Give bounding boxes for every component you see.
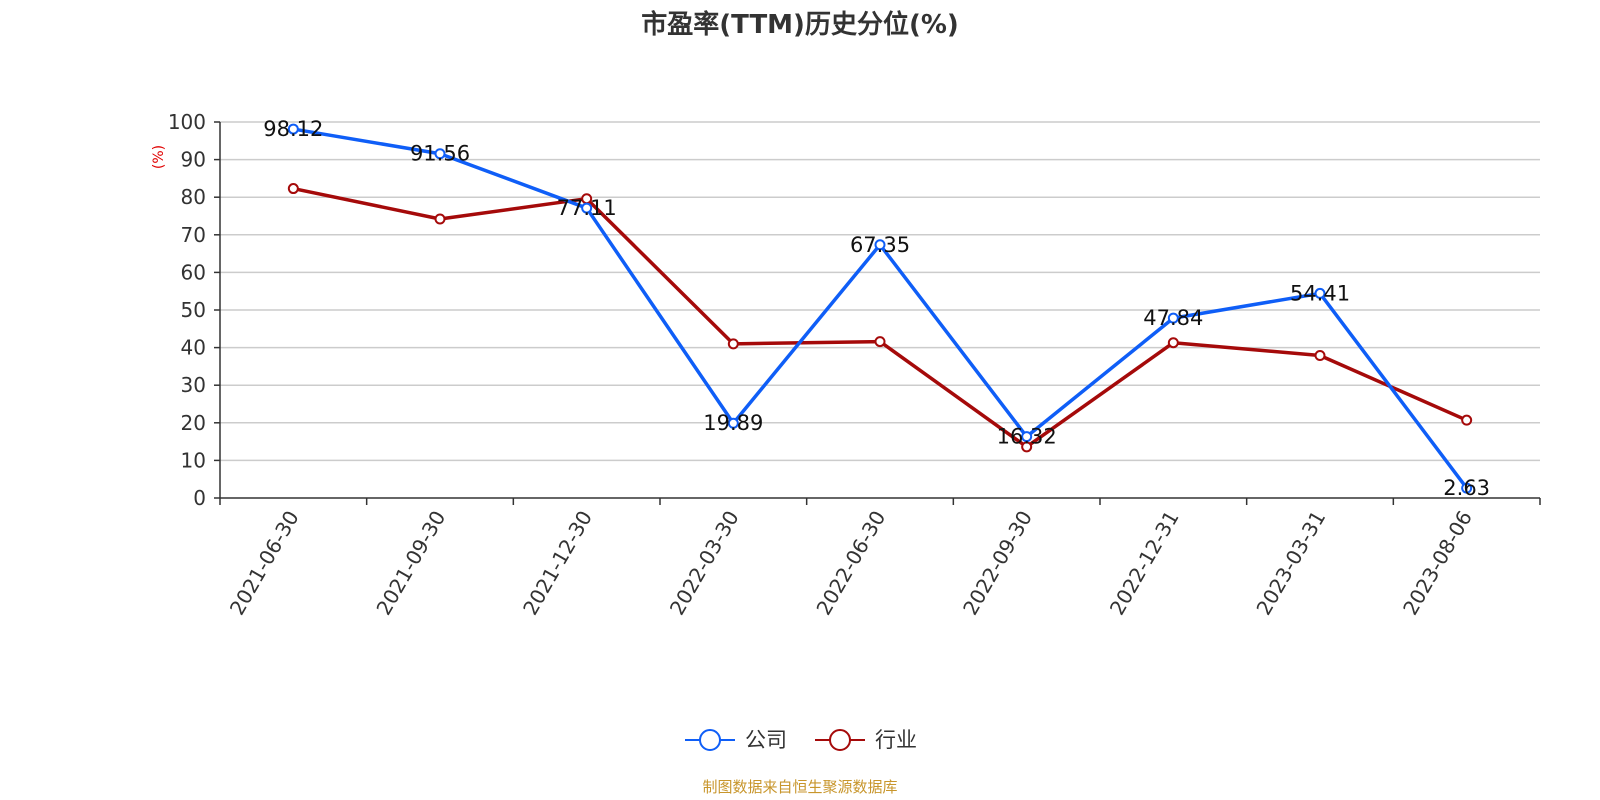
data-label: 47.84	[1143, 306, 1203, 330]
x-tick-label: 2022-06-30	[811, 507, 890, 620]
data-label: 91.56	[410, 142, 470, 166]
data-point-company[interactable]	[874, 239, 886, 251]
data-point-company[interactable]	[1314, 287, 1326, 299]
series-line-industry	[292, 186, 1468, 449]
legend-industry-label: 行业	[875, 728, 917, 752]
data-point-industry[interactable]	[1167, 337, 1179, 349]
y-tick-label: 70	[181, 223, 206, 247]
data-labels: 98.12 91.56 77.11 19.89 67.35 16.32 47.84 54.41…	[263, 117, 1490, 500]
legend-industry-marker	[829, 729, 851, 751]
data-point-industry[interactable]	[874, 336, 886, 348]
y-tick-label: 80	[181, 185, 206, 209]
x-tick-label: 2023-03-31	[1251, 507, 1330, 620]
y-tick-label: 10	[181, 448, 206, 472]
y-tick-label: 0	[193, 486, 206, 510]
legend-item-company[interactable]: 公司	[685, 728, 787, 752]
data-label: 67.35	[850, 233, 910, 257]
data-label: 19.89	[703, 411, 763, 435]
x-tick-label: 2022-03-30	[665, 507, 744, 620]
y-tick-label: 20	[181, 411, 206, 435]
series-line-company	[293, 127, 1469, 490]
data-label: 16.32	[997, 425, 1057, 449]
y-tick-label: 50	[181, 298, 206, 322]
x-tick-label: 2021-09-30	[371, 507, 450, 620]
x-tick-label: 2023-08-06	[1398, 507, 1477, 620]
y-tick-label: 90	[181, 148, 206, 172]
data-label: 98.12	[263, 117, 323, 141]
data-point-industry[interactable]	[434, 213, 446, 225]
y-axis-label: (%)	[151, 145, 167, 169]
data-label: 77.11	[557, 196, 617, 220]
data-point-company[interactable]	[581, 202, 593, 214]
data-point-company[interactable]	[1167, 312, 1179, 324]
legend-item-industry[interactable]: 行业	[815, 728, 917, 752]
x-tick-label: 2021-06-30	[225, 507, 304, 620]
data-point-industry[interactable]	[287, 183, 299, 195]
data-point-industry[interactable]	[1314, 349, 1326, 361]
x-tick-label: 2021-12-30	[518, 507, 597, 620]
data-source-note: 制图数据来自恒生聚源数据库	[702, 778, 897, 796]
data-point-company[interactable]	[727, 417, 739, 429]
x-tick-label: 2022-09-30	[958, 507, 1037, 620]
axes: 0 10 20 30 40 50 60 70 80 90 100 2021-06-30 2021-09-…	[168, 110, 1541, 620]
data-point-company[interactable]	[1021, 431, 1033, 443]
y-tick-label: 100	[168, 110, 206, 134]
series-lines	[287, 123, 1473, 494]
y-tick-label: 60	[181, 260, 206, 284]
y-tick-label: 40	[181, 336, 206, 360]
x-tick-label: 2022-12-31	[1105, 507, 1184, 620]
legend-company-marker	[699, 729, 721, 751]
data-point-company[interactable]	[1461, 482, 1473, 494]
data-point-industry[interactable]	[1021, 441, 1033, 453]
data-label: 2.63	[1443, 476, 1490, 500]
legend: 公司 行业	[685, 728, 917, 752]
data-point-company[interactable]	[287, 123, 299, 135]
data-point-industry[interactable]	[727, 338, 739, 350]
data-point-company[interactable]	[434, 148, 446, 160]
data-point-industry[interactable]	[1461, 414, 1473, 426]
data-label: 54.41	[1290, 281, 1350, 305]
grid-lines	[220, 121, 1540, 462]
legend-company-label: 公司	[745, 728, 787, 752]
chart-title: 市盈率(TTM)历史分位(%)	[641, 9, 959, 40]
y-tick-label: 30	[181, 373, 206, 397]
